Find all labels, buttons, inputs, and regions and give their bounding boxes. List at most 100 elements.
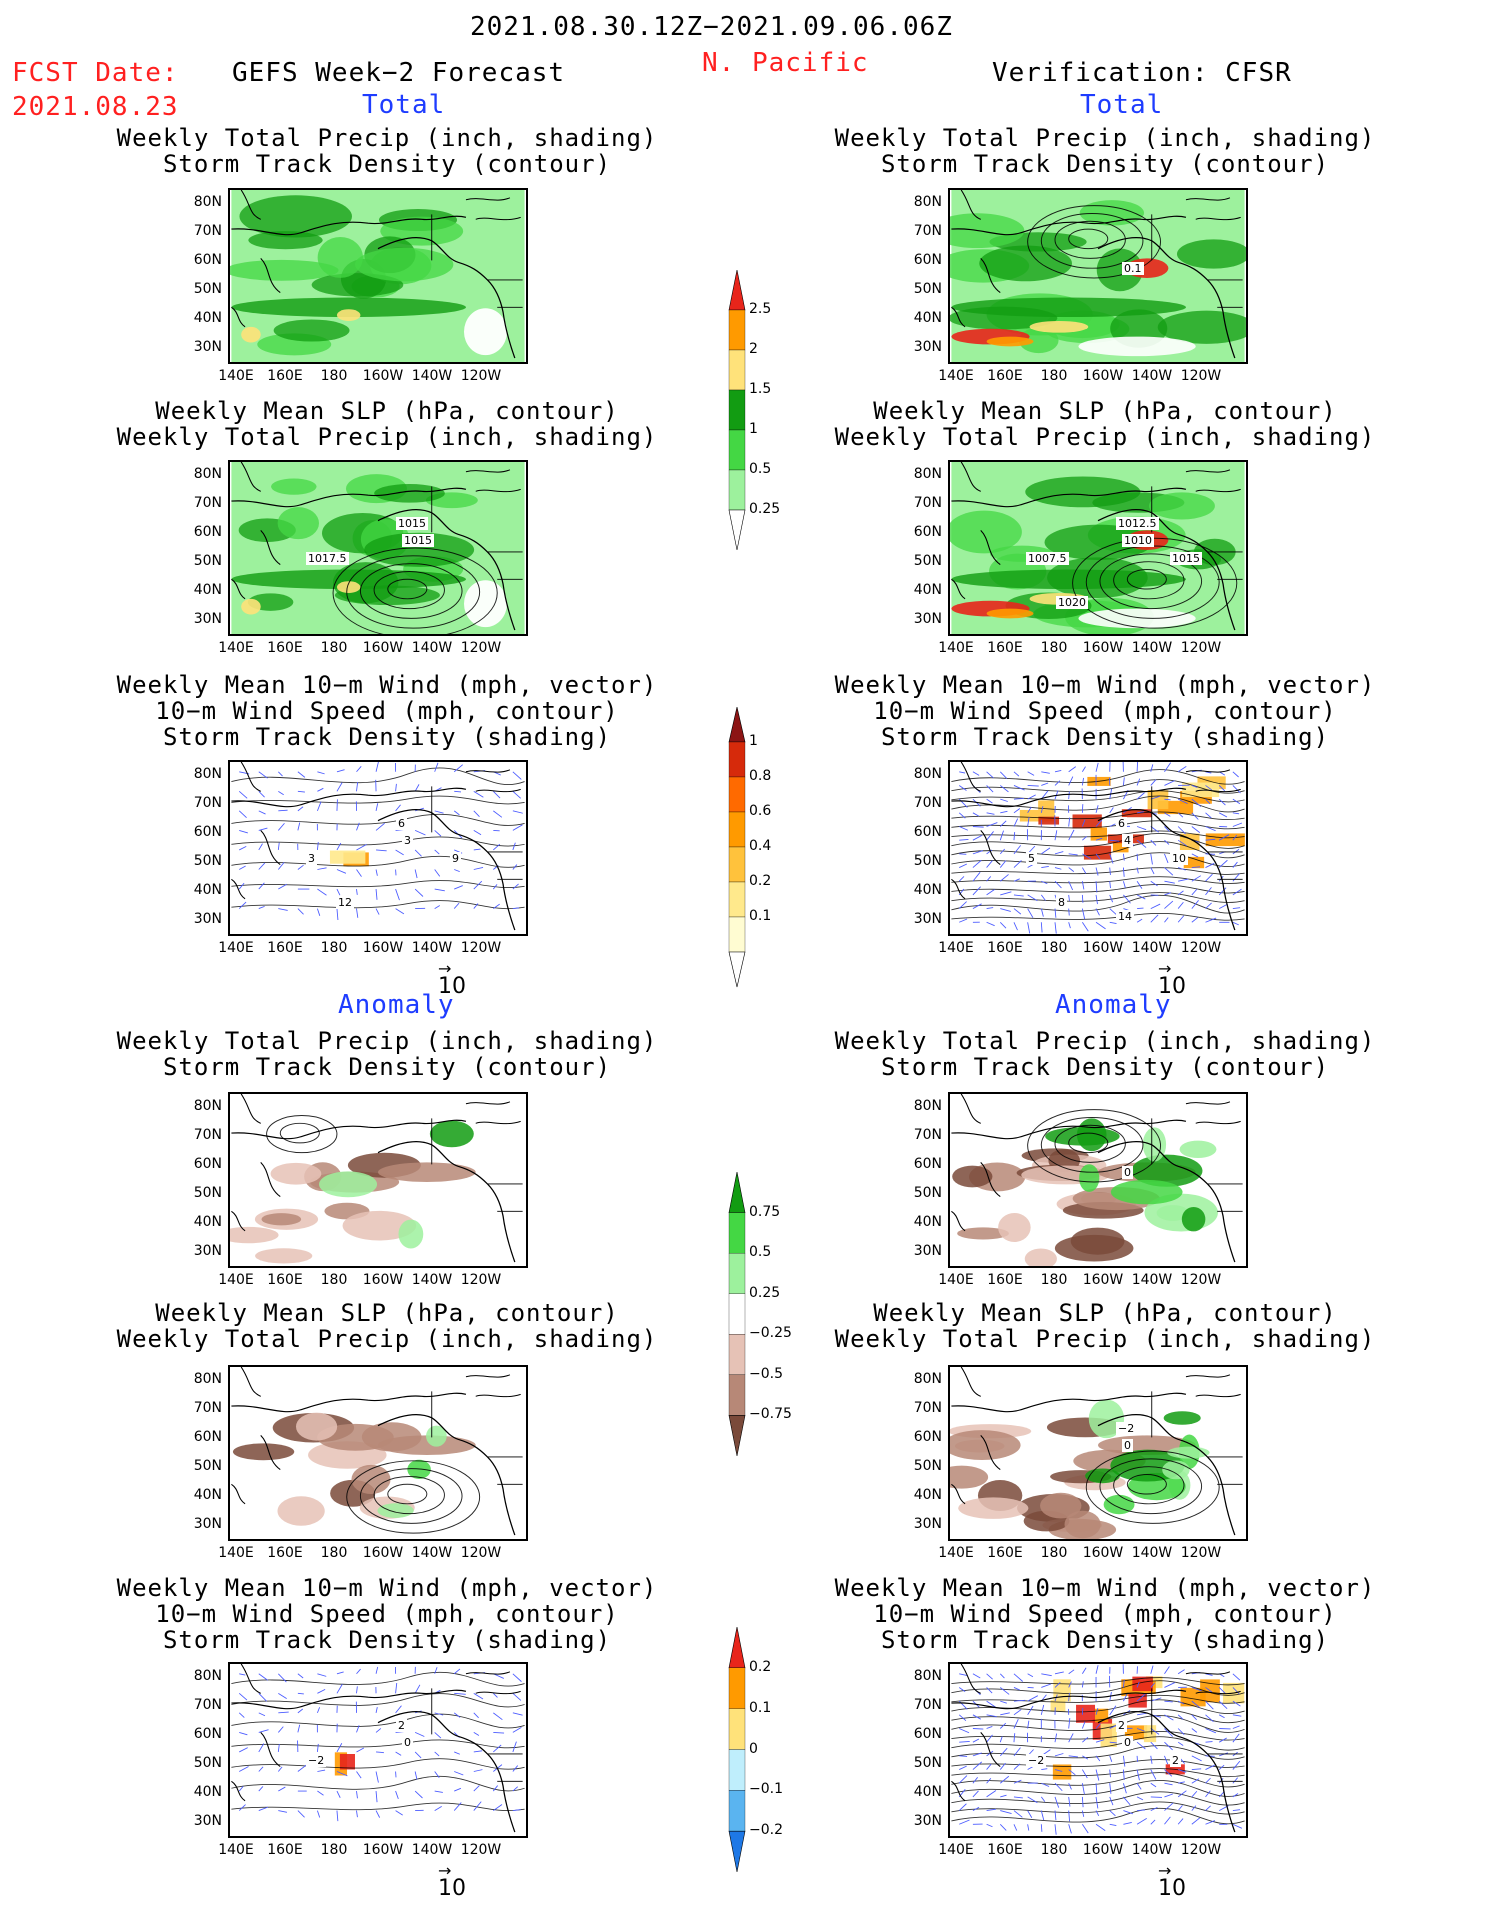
wind-vector bbox=[1205, 1790, 1211, 1798]
wind-vector bbox=[972, 1714, 981, 1720]
wind-vector bbox=[1109, 867, 1111, 876]
wind-vector bbox=[1013, 808, 1021, 814]
storm-track-shading bbox=[1038, 800, 1055, 810]
longitude-tick-label: 120W bbox=[460, 368, 502, 384]
latitude-tick-label: 70N bbox=[193, 223, 222, 239]
precip-shading-cell bbox=[248, 231, 323, 250]
longitude-tick-label: 180 bbox=[320, 1842, 348, 1858]
wind-vector bbox=[1109, 1810, 1116, 1817]
longitude-tick-label: 120W bbox=[1180, 640, 1222, 656]
wind-vector bbox=[1150, 914, 1159, 923]
wind-vector bbox=[375, 869, 378, 876]
wind-vector bbox=[1040, 922, 1043, 933]
wind-vector bbox=[1109, 839, 1120, 842]
wind-vector bbox=[1178, 878, 1189, 882]
map-panel-gefs-6: 0 2 −2 bbox=[228, 1662, 528, 1838]
longitude-tick-label: 120W bbox=[1180, 368, 1222, 384]
precip-wet-anomaly bbox=[377, 1503, 414, 1518]
longitude-tick-label: 160E bbox=[987, 1842, 1023, 1858]
wind-vector bbox=[1013, 797, 1024, 800]
wind-vector bbox=[1164, 900, 1174, 909]
panel-title-gefs-2: Weekly Mean SLP (hPa, contour) Weekly Tot… bbox=[107, 398, 667, 450]
wind-vector bbox=[414, 784, 420, 792]
wind-vector bbox=[1013, 1763, 1021, 1770]
wind-vector bbox=[395, 1682, 398, 1694]
coastline-alaska-west-coast bbox=[377, 809, 516, 931]
coastline-arctic-islands bbox=[465, 1101, 521, 1125]
wind-vector bbox=[336, 1790, 341, 1798]
wind-vector bbox=[1054, 1796, 1060, 1808]
wind-vector bbox=[453, 1802, 462, 1811]
wind-vector bbox=[1136, 778, 1141, 786]
wind-vector bbox=[414, 849, 422, 857]
wind-vector bbox=[375, 1707, 378, 1713]
colorbar-segment bbox=[728, 811, 746, 848]
contour-value-label: 5 bbox=[1026, 852, 1037, 865]
wind-vector bbox=[434, 905, 441, 909]
wind-vector bbox=[376, 849, 387, 852]
wind-vector bbox=[336, 1810, 339, 1822]
vector-reference-value: 10 bbox=[1158, 974, 1186, 999]
wind-vector bbox=[1191, 1817, 1201, 1825]
wind-vector bbox=[959, 853, 967, 855]
wind-vector bbox=[1232, 1777, 1238, 1784]
wind-vector bbox=[1081, 1721, 1086, 1729]
colorbar-label: 1 bbox=[749, 733, 758, 749]
wind-vector bbox=[958, 876, 965, 882]
longitude-tick-label: 180 bbox=[1040, 940, 1068, 956]
wind-vector bbox=[1013, 922, 1018, 931]
coastline-asia bbox=[231, 1119, 467, 1140]
latitude-tick-label: 80N bbox=[913, 194, 942, 210]
wind-vector bbox=[1013, 1824, 1018, 1831]
longitude-tick-label: 160W bbox=[1082, 368, 1124, 384]
wind-vector bbox=[986, 1673, 993, 1680]
longitude-tick-label: 140E bbox=[218, 640, 254, 656]
wind-vector bbox=[1095, 1665, 1099, 1674]
panel-title-line: Storm Track Density (shading) bbox=[162, 1626, 612, 1654]
wind-vector bbox=[972, 1761, 983, 1770]
panel-title-line: Weekly Total Precip (inch, shading) bbox=[116, 1027, 658, 1055]
wind-vector bbox=[1191, 1778, 1200, 1784]
precip-dry-anomaly bbox=[1054, 1234, 1134, 1262]
latitude-tick-label: 70N bbox=[193, 495, 222, 511]
wind-vector bbox=[434, 1751, 440, 1757]
latitude-tick-label: 80N bbox=[913, 766, 942, 782]
colorbar-end-triangle bbox=[728, 1171, 746, 1213]
wind-vector bbox=[1027, 1810, 1033, 1818]
latitude-tick-label: 80N bbox=[913, 466, 942, 482]
wind-vector bbox=[297, 806, 304, 812]
latitude-tick-label: 50N bbox=[193, 1458, 222, 1474]
wind-vector bbox=[1218, 1778, 1224, 1784]
wind-vector bbox=[1095, 837, 1103, 841]
precip-wet-anomaly bbox=[1179, 1140, 1217, 1158]
map-canvas bbox=[951, 1094, 1245, 1266]
wind-vector bbox=[999, 860, 1007, 868]
wind-vector bbox=[1164, 1741, 1173, 1751]
colorbar-label: 0.1 bbox=[749, 1700, 772, 1716]
longitude-tick-label: 160E bbox=[267, 1545, 303, 1561]
panel-title-line: Storm Track Density (contour) bbox=[162, 150, 612, 178]
latitude-tick-label: 30N bbox=[193, 1516, 222, 1532]
panel-title-gefs-4: Weekly Total Precip (inch, shading) Storm… bbox=[107, 1028, 667, 1080]
wind-vector bbox=[1109, 823, 1116, 827]
political-boundaries bbox=[431, 1391, 523, 1485]
wind-vector bbox=[1164, 1793, 1173, 1798]
colorbar-segment bbox=[728, 1708, 746, 1750]
wind-vector bbox=[1150, 1682, 1156, 1688]
region-title: N. Pacific bbox=[702, 48, 869, 78]
colorbar-label: 1.5 bbox=[749, 381, 772, 397]
panel-title-cfsr-1: Weekly Total Precip (inch, shading) Storm… bbox=[825, 125, 1385, 177]
wind-vector bbox=[959, 1755, 968, 1757]
wind-vector bbox=[375, 889, 378, 900]
wind-vector bbox=[297, 1692, 304, 1695]
panel-title-cfsr-6: Weekly Mean 10−m Wind (mph, vector) 10−m … bbox=[825, 1575, 1385, 1653]
wind-vector bbox=[316, 908, 321, 916]
wind-vector bbox=[958, 888, 965, 896]
panel-title-line: Storm Track Density (contour) bbox=[880, 150, 1330, 178]
right-total-label: Total bbox=[1080, 90, 1164, 120]
wind-speed-contour bbox=[231, 1802, 525, 1812]
wind-vector bbox=[1177, 1790, 1187, 1798]
wind-vector bbox=[1164, 1755, 1169, 1765]
colorbar-segment bbox=[728, 349, 746, 391]
colorbar-segment bbox=[728, 389, 746, 431]
